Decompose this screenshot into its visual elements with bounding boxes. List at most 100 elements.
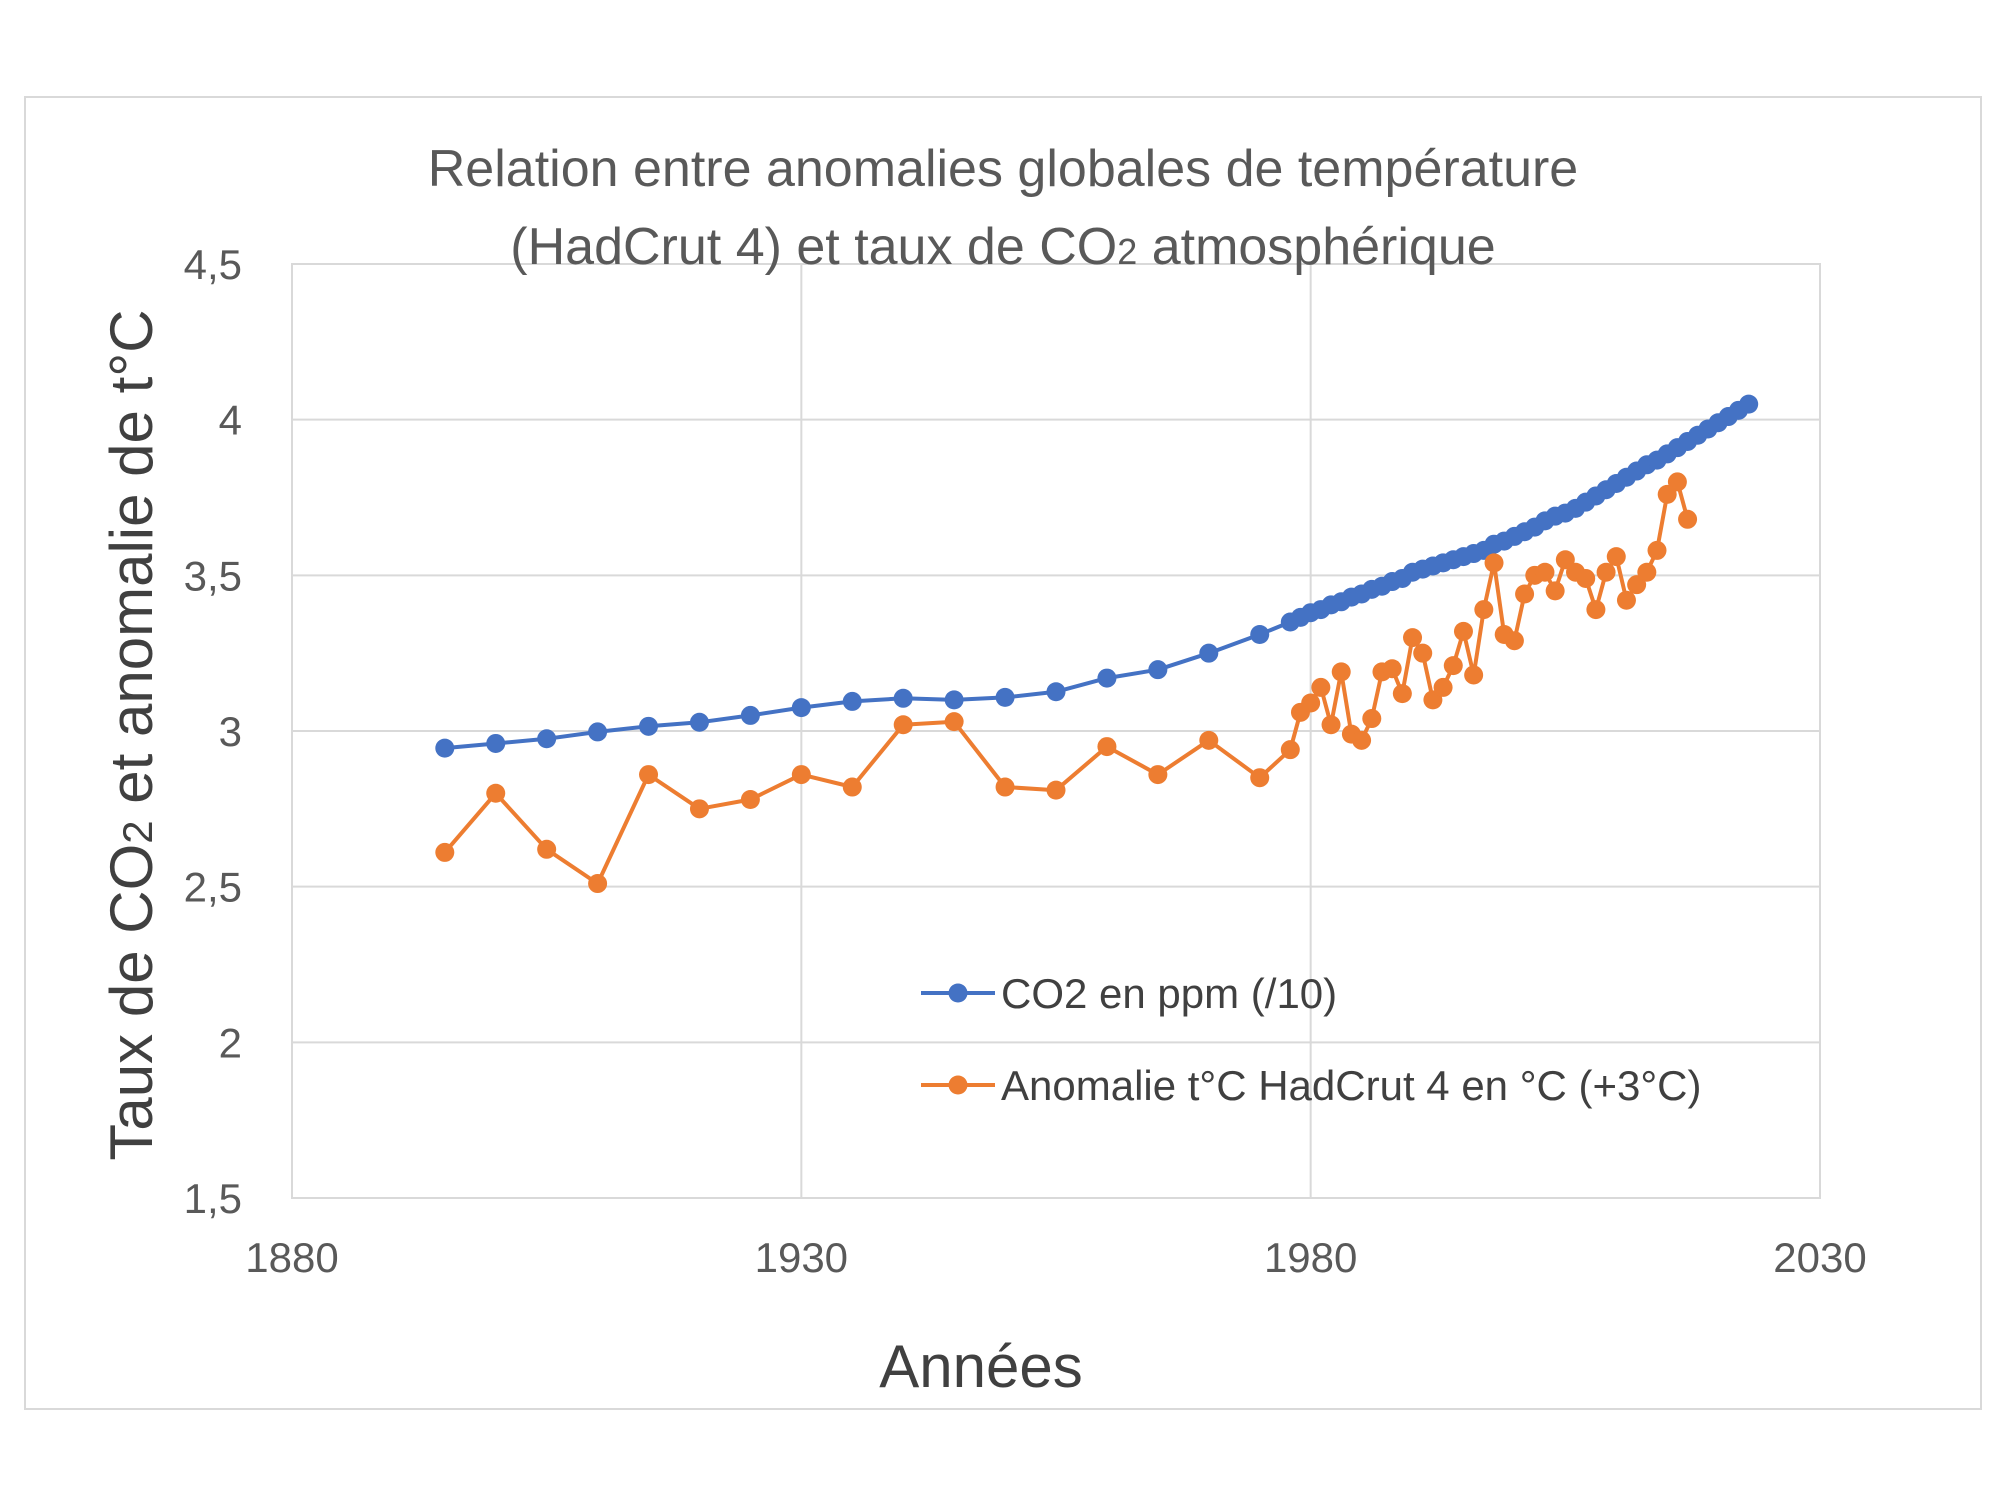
chart-title-line1: Relation entre anomalies globales de tem… [428, 140, 1578, 198]
x-tick-label: 2030 [1773, 1234, 1866, 1281]
legend-swatch-marker [948, 1075, 968, 1095]
data-point [1606, 547, 1626, 567]
legend-swatch-marker [948, 983, 968, 1003]
data-point [1199, 730, 1219, 750]
plot-grid [291, 263, 1821, 1199]
data-point [1382, 659, 1402, 679]
data-point [1484, 553, 1504, 573]
data-point [1515, 584, 1535, 604]
data-point [1596, 562, 1616, 582]
data-point [893, 715, 913, 735]
y-axis-title-pre: Taux de CO [98, 844, 165, 1161]
x-tick-label: 1980 [1264, 1234, 1357, 1281]
legend-label: Anomalie t°C HadCrut 4 en °C (+3°C) [1001, 1062, 1702, 1109]
data-point [1352, 730, 1372, 750]
data-point [791, 698, 811, 718]
data-point [842, 691, 862, 711]
data-point [1331, 662, 1351, 682]
data-point [1616, 590, 1636, 610]
data-point [1739, 394, 1759, 414]
chart-title-line2-pre: (HadCrut 4) et taux de CO [510, 218, 1117, 276]
legend-label: CO2 en ppm (/10) [1001, 970, 1337, 1017]
chart-title-line2: (HadCrut 4) et taux de CO2 atmosphérique [510, 218, 1495, 276]
chart-title-line2-post: atmosphérique [1137, 218, 1495, 276]
data-point [689, 712, 709, 732]
data-point [639, 765, 659, 785]
data-point [537, 839, 557, 859]
data-point [1443, 656, 1463, 676]
data-point [995, 777, 1015, 797]
y-axis-title-sub: 2 [114, 820, 161, 843]
data-point [486, 783, 506, 803]
data-point [740, 705, 760, 725]
data-point [1453, 621, 1473, 641]
data-point [944, 712, 964, 732]
y-tick-label: 4,5 [184, 241, 242, 288]
x-tick-label: 1880 [245, 1234, 338, 1281]
data-point [1464, 665, 1484, 685]
data-point [1667, 472, 1687, 492]
x-axis-title: Années [879, 1333, 1083, 1400]
series-layer [435, 394, 1759, 894]
data-point [1301, 693, 1321, 713]
data-point [944, 690, 964, 710]
data-point [435, 842, 455, 862]
data-point [689, 799, 709, 819]
data-point [1433, 677, 1453, 697]
data-point [842, 777, 862, 797]
data-point [1280, 740, 1300, 760]
y-tick-label: 2 [219, 1019, 242, 1066]
data-point [1046, 682, 1066, 702]
data-point [588, 874, 608, 894]
y-axis-ticks: 1,5 2 2,5 3 3,5 4 4,5 [184, 241, 242, 1222]
data-point [893, 688, 913, 708]
data-point [537, 729, 557, 749]
y-axis-title: Taux de CO2 et anomalie de t°C [98, 309, 165, 1160]
data-point [1250, 768, 1270, 788]
x-axis-ticks: 1880 1930 1980 2030 [245, 1234, 1866, 1281]
data-point [740, 789, 760, 809]
y-tick-label: 2,5 [184, 864, 242, 911]
plot-area-border [291, 263, 1821, 1199]
data-point [1504, 631, 1524, 651]
data-point [1678, 509, 1698, 529]
data-point [1199, 643, 1219, 663]
series-co2 [435, 394, 1759, 758]
data-point [1250, 624, 1270, 644]
data-point [1392, 684, 1412, 704]
x-tick-label: 1930 [755, 1234, 848, 1281]
y-tick-label: 4 [219, 397, 242, 444]
y-tick-label: 3,5 [184, 552, 242, 599]
data-point [1535, 562, 1555, 582]
y-tick-label: 3 [219, 708, 242, 755]
data-point [1097, 668, 1117, 688]
data-point [1321, 715, 1341, 735]
chart-frame [24, 96, 1982, 1410]
data-point [1586, 600, 1606, 620]
data-point [486, 733, 506, 753]
chart-title-line2-sub: 2 [1117, 231, 1137, 272]
chart-legend: CO2 en ppm (/10) Anomalie t°C HadCrut 4 e… [921, 970, 1702, 1109]
data-point [435, 738, 455, 758]
data-point [588, 722, 608, 742]
data-point [1046, 780, 1066, 800]
y-axis-title-post: et anomalie de t°C [98, 309, 165, 820]
data-point [995, 687, 1015, 707]
data-point [1362, 709, 1382, 729]
data-point [1311, 677, 1331, 697]
series-anomalie [435, 472, 1698, 894]
data-point [1413, 643, 1433, 663]
data-point [1647, 540, 1667, 560]
data-point [1148, 765, 1168, 785]
data-point [1637, 562, 1657, 582]
data-point [639, 716, 659, 736]
data-point [1097, 737, 1117, 757]
data-point [791, 765, 811, 785]
y-tick-label: 1,5 [184, 1175, 242, 1222]
data-point [1576, 568, 1596, 588]
data-point [1545, 581, 1565, 601]
data-point [1403, 628, 1423, 648]
data-point [1148, 660, 1168, 680]
data-point [1474, 600, 1494, 620]
